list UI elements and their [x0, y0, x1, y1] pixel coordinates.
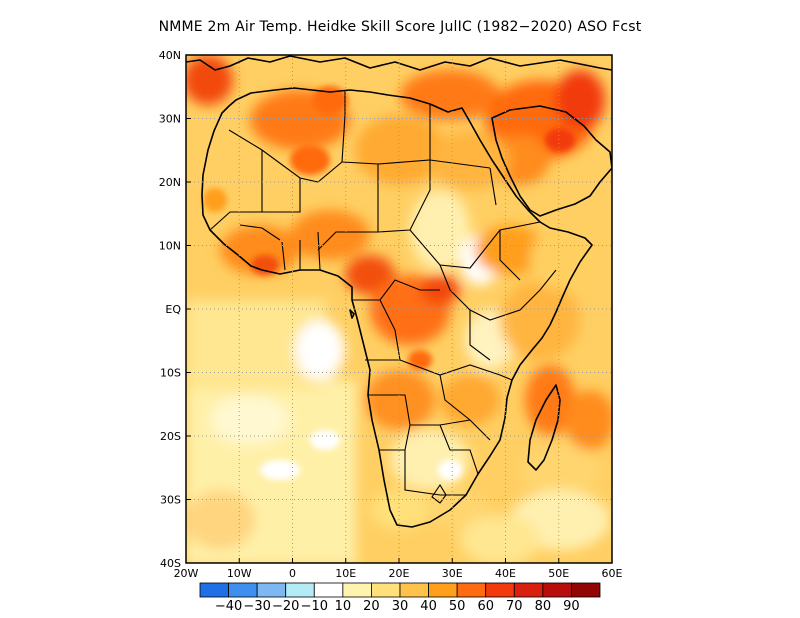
x-tick-label: 0	[289, 567, 296, 580]
colorbar-label: 90	[563, 599, 580, 614]
x-tick-label: 60E	[602, 567, 623, 580]
colorbar-swatch	[513, 582, 544, 598]
colorbar-swatch	[342, 582, 372, 598]
colorbar-swatch	[228, 582, 258, 598]
x-tick-label: 20W	[174, 567, 199, 580]
colorbar-label: 10	[335, 599, 352, 614]
colorbar-label: 80	[535, 599, 552, 614]
colorbar-swatch	[485, 582, 515, 598]
colorbar-label: 60	[477, 599, 494, 614]
colorbar-swatch	[371, 582, 401, 598]
colorbar-swatch	[399, 582, 429, 598]
colorbar-label: 30	[392, 599, 409, 614]
y-axis: 40N 30N 20N 10N EQ 10S 20S 30S 40S	[159, 49, 191, 570]
y-tick-label: 40N	[159, 49, 181, 62]
y-tick-label: 20N	[159, 176, 181, 189]
colorbar-label: 50	[449, 599, 466, 614]
colorbar-label: 40	[420, 599, 437, 614]
y-tick-label: 20S	[160, 430, 181, 443]
country-borders	[209, 90, 557, 504]
x-tick-label: 10W	[227, 567, 252, 580]
colorbar-swatch	[199, 582, 229, 598]
colorbar-swatch	[313, 582, 344, 598]
x-tick-label: 50E	[548, 567, 569, 580]
coastlines	[186, 55, 612, 528]
y-tick-label: 30S	[160, 494, 181, 507]
x-tick-label: 40E	[495, 567, 516, 580]
x-tick-label: 30E	[442, 567, 463, 580]
map-title: NMME 2m Air Temp. Heidke Skill Score Jul…	[158, 19, 642, 35]
y-tick-label: 10N	[159, 240, 181, 253]
colorbar-swatch	[256, 582, 287, 598]
colorbar-swatch	[542, 582, 572, 598]
colorbar-label: −10	[301, 599, 328, 614]
colorbar: −40 −30 −20 −10 10 20 30 40 50 60 70 80 90	[199, 582, 601, 614]
x-tick-label: 20E	[389, 567, 410, 580]
colorbar-swatch	[428, 582, 458, 598]
colorbar-label: −40	[215, 599, 242, 614]
x-tick-label: 10E	[335, 567, 356, 580]
colorbar-swatch	[285, 582, 315, 598]
lat-lon-grid	[186, 55, 612, 563]
colorbar-label: −30	[243, 599, 270, 614]
y-tick-label: EQ	[165, 303, 181, 316]
colorbar-swatch	[456, 582, 487, 598]
y-tick-label: 10S	[160, 367, 181, 380]
y-tick-label: 40S	[160, 557, 181, 570]
colorbar-label: 70	[506, 599, 523, 614]
colorbar-label: −20	[272, 599, 299, 614]
x-axis: 20W 10W 0 10E 20E 30E 40E 50E 60E	[174, 558, 623, 580]
colorbar-swatch	[571, 582, 601, 598]
colorbar-label: 20	[363, 599, 380, 614]
y-tick-label: 30N	[159, 113, 181, 126]
